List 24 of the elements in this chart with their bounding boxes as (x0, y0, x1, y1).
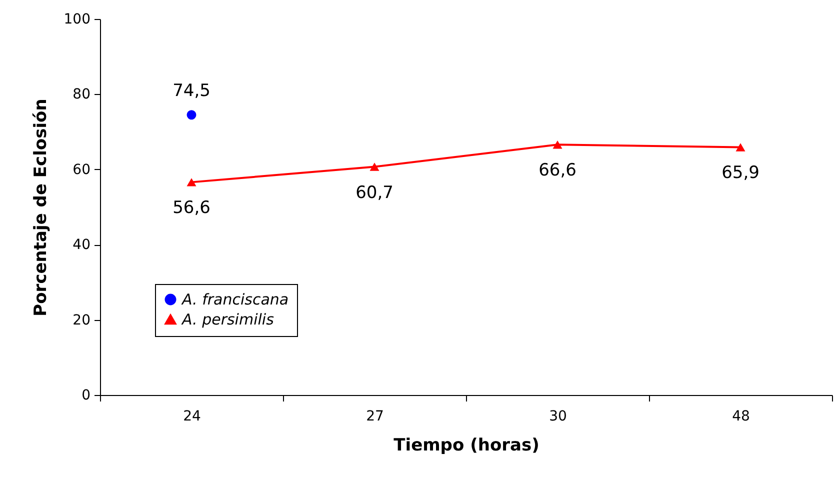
y-tick-label: 60 (72, 162, 90, 178)
data-label: 66,6 (538, 160, 576, 181)
y-tick-label: 80 (72, 86, 90, 103)
point (736, 143, 746, 152)
data-label: 74,5 (172, 80, 210, 101)
y-tick-label: 0 (82, 388, 90, 404)
x-tick-label: 27 (366, 408, 384, 424)
x-tick-label: 24 (183, 408, 201, 424)
point (552, 140, 562, 149)
point (370, 162, 380, 171)
y-tick-label: 20 (72, 312, 90, 328)
x-axis-title: Tiempo (horas) (394, 436, 540, 456)
y-tick-label: 40 (72, 237, 90, 254)
data-label: 60,7 (356, 182, 394, 203)
legend-label: A. franciscana (181, 290, 289, 308)
y-tick-label: 100 (64, 12, 90, 28)
legend-label: A. persimilis (181, 310, 274, 328)
point (186, 110, 196, 120)
x-tick-label: 30 (549, 408, 567, 424)
x-tick-label: 48 (732, 408, 750, 424)
data-label: 65,9 (722, 163, 760, 184)
point (186, 178, 196, 186)
data-label: 56,6 (172, 198, 210, 218)
y-axis-title: Porcentaje de Eclosión (30, 98, 51, 316)
